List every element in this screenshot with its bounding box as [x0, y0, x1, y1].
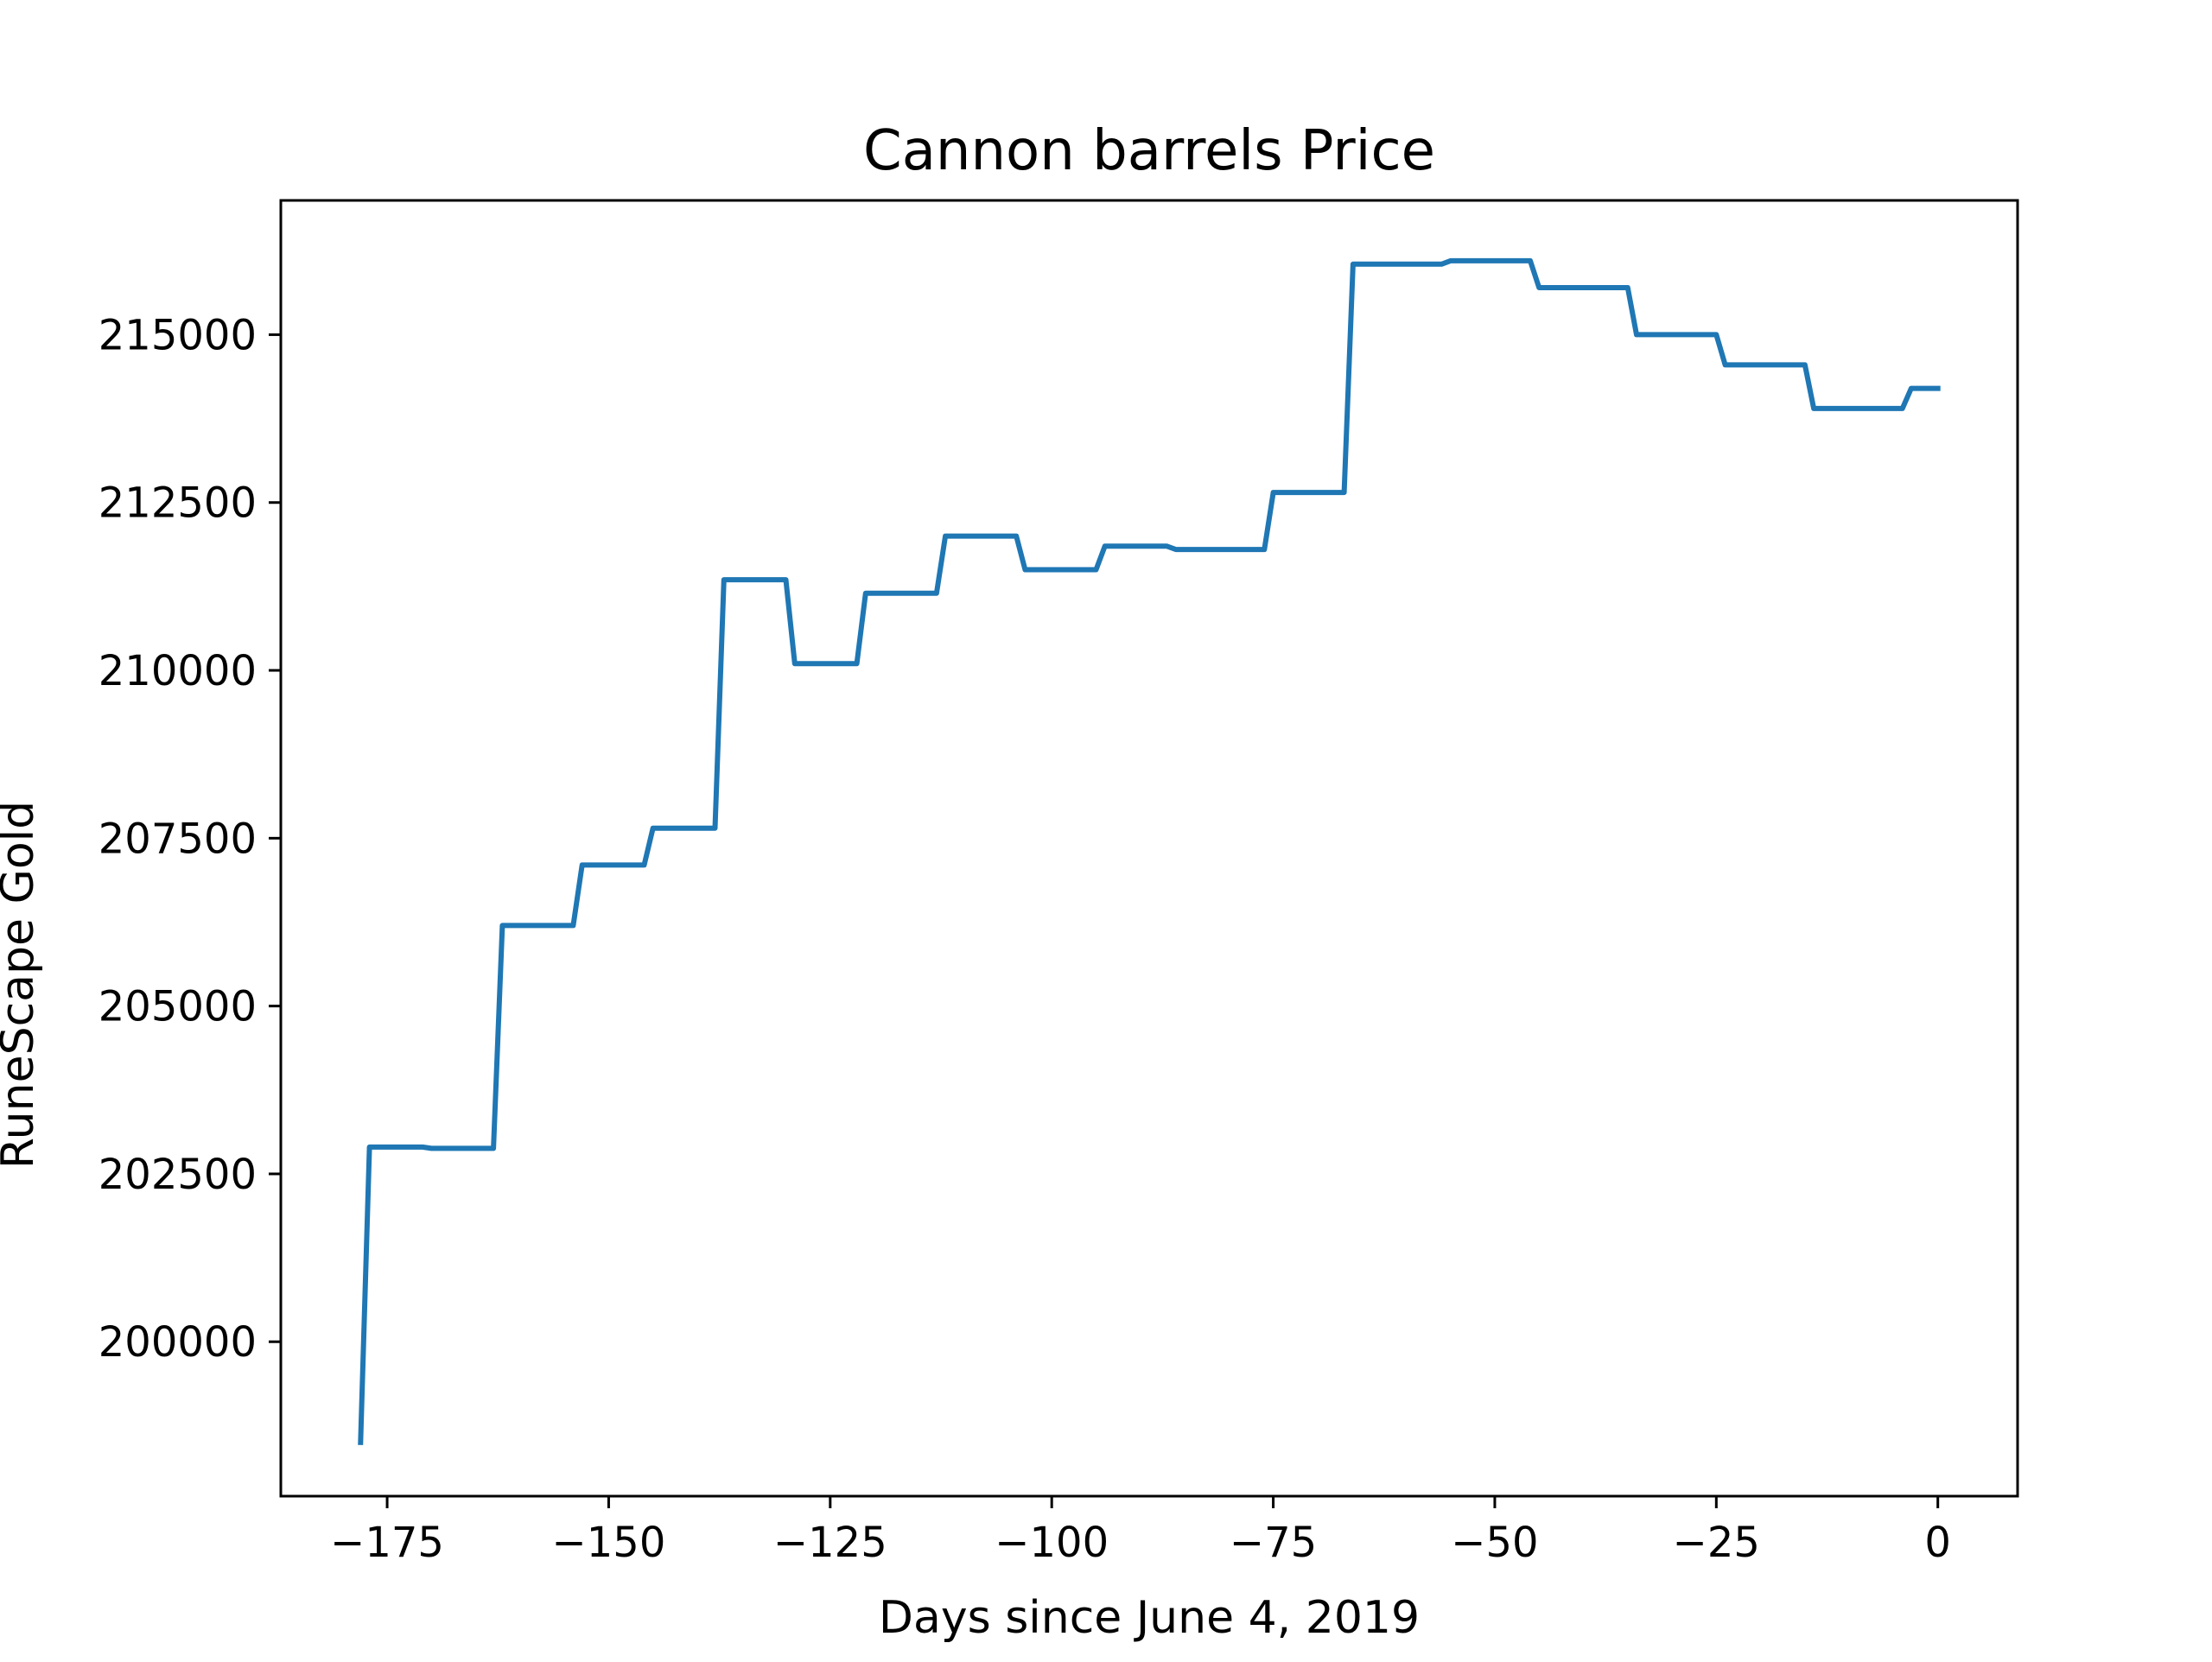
series-line-0 [358, 257, 1941, 1445]
x-tick-label: −125 [773, 1519, 887, 1567]
x-tick-label: −175 [330, 1519, 444, 1567]
axes-layer: −175 −150 −125 −100 −75 −50 −25 0 200000 202500 20… [99, 199, 2019, 1567]
y-tick-label: 205000 [99, 983, 257, 1031]
x-tick-label: −150 [552, 1519, 666, 1567]
y-tick-label: 215000 [99, 311, 257, 359]
x-tick-label: −100 [995, 1519, 1109, 1567]
x-tick-label: −25 [1673, 1519, 1760, 1567]
x-tick-label: 0 [1924, 1519, 1951, 1567]
y-axis-label: RuneScape Gold [0, 801, 44, 1169]
y-tick-label: 200000 [99, 1318, 257, 1367]
y-tick-label: 207500 [99, 815, 257, 863]
y-tick-label: 202500 [99, 1151, 257, 1199]
plot-layer [358, 257, 1941, 1445]
x-tick-label: −50 [1451, 1519, 1538, 1567]
x-axis-label: Days since June 4, 2019 [879, 1592, 1420, 1644]
chart-title: Cannon barrels Price [863, 119, 1435, 183]
x-tick-label: −75 [1230, 1519, 1317, 1567]
plot-frame [279, 199, 2019, 1498]
y-tick-label: 210000 [99, 647, 257, 695]
y-tick-label: 212500 [99, 479, 257, 528]
